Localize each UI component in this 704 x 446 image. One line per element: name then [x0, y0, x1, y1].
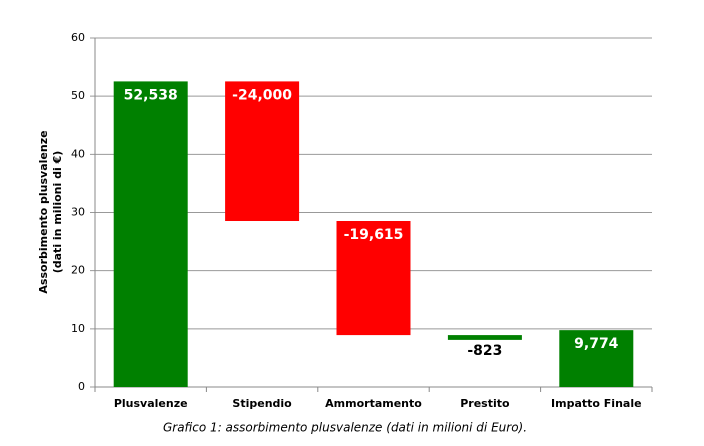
bar — [225, 81, 300, 222]
x-tick-label: Plusvalenze — [114, 397, 188, 410]
y-axis-title: Assorbimento plusvalenze — [37, 130, 50, 293]
y-tick-label: 50 — [71, 89, 85, 102]
y-tick-label: 20 — [71, 264, 85, 277]
y-tick-label: 40 — [71, 147, 85, 160]
y-tick-label: 30 — [71, 206, 85, 219]
value-label: -823 — [467, 343, 502, 359]
value-label: 52,538 — [124, 87, 178, 103]
x-tick-label: Stipendio — [232, 397, 292, 410]
x-tick-label: Ammortamento — [325, 397, 422, 410]
value-label: -19,615 — [344, 227, 404, 243]
x-tick-label: Impatto Finale — [551, 397, 642, 410]
y-tick-label: 10 — [71, 322, 85, 335]
bar — [336, 221, 411, 336]
bar — [559, 330, 634, 387]
caption: Grafico 1: assorbimento plusvalenze (dat… — [163, 421, 527, 435]
bar — [113, 81, 188, 388]
y-tick-label: 60 — [71, 31, 85, 44]
value-label: -24,000 — [232, 87, 292, 103]
y-tick-label: 0 — [78, 380, 85, 393]
bar — [447, 335, 522, 340]
value-label: 9,774 — [574, 336, 619, 352]
x-tick-label: Prestito — [460, 397, 510, 410]
y-axis-title: (dati in milioni di €) — [51, 151, 64, 274]
